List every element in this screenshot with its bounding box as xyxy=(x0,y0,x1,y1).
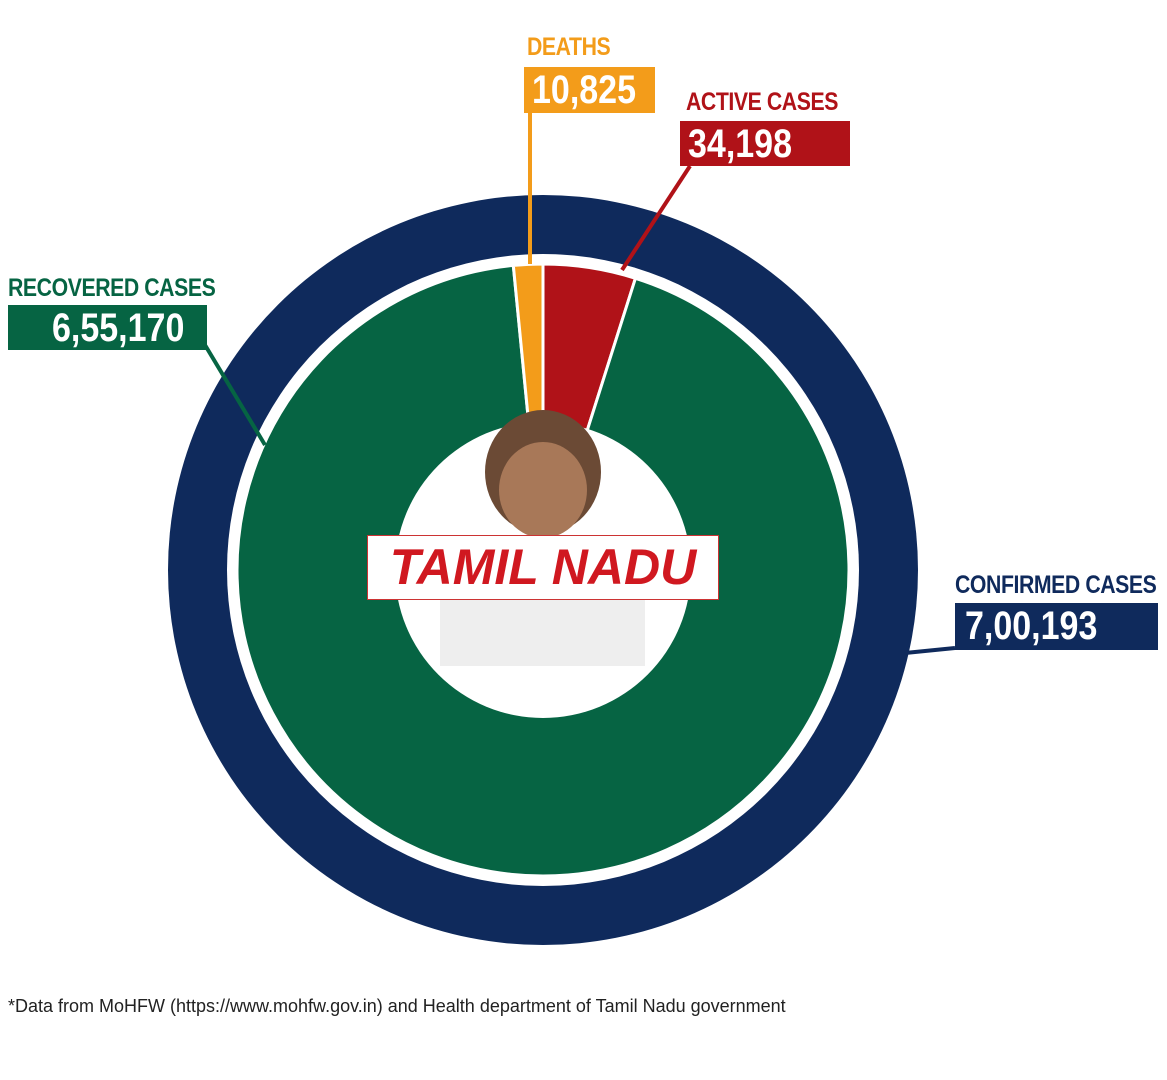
active-leader xyxy=(620,164,692,272)
chart-title: TAMIL NADU xyxy=(367,535,719,600)
footnote: *Data from MoHFW (https://www.mohfw.gov.… xyxy=(8,996,786,1016)
deaths-label: DEATHS xyxy=(527,33,611,61)
active-value: 34,198 xyxy=(680,121,850,166)
recovered-label: RECOVERED CASES xyxy=(8,274,216,302)
active-label: ACTIVE CASES xyxy=(686,88,838,116)
confirmed-label: CONFIRMED CASES xyxy=(955,571,1157,599)
recovered-leader xyxy=(203,343,267,447)
recovered-value: 6,55,170 xyxy=(8,305,207,350)
portrait-face xyxy=(499,442,587,538)
deaths-value: 10,825 xyxy=(524,67,655,113)
portrait-shirt xyxy=(440,600,645,666)
confirmed-leader xyxy=(904,646,956,655)
confirmed-value: 7,00,193 xyxy=(955,603,1158,650)
